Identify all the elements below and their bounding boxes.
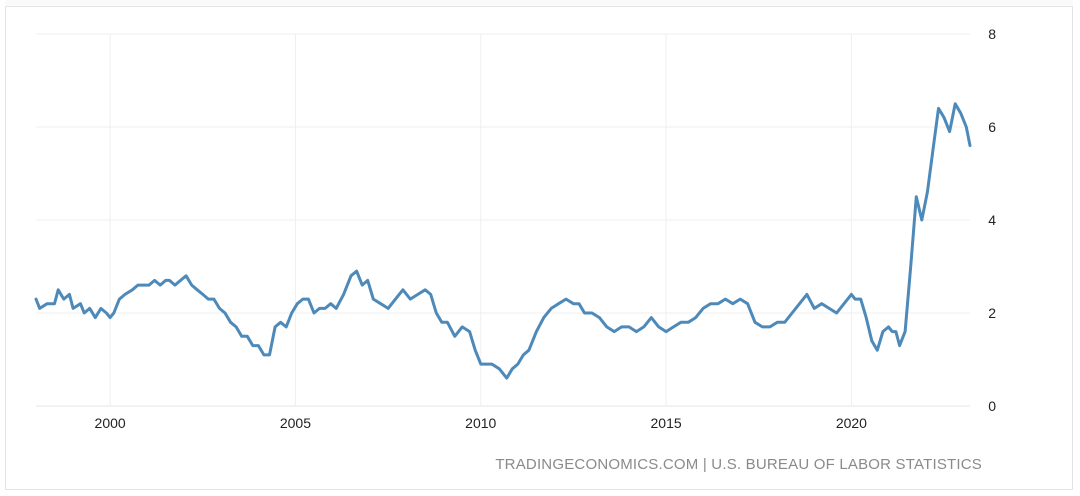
y-tick-label: 8: [988, 26, 996, 42]
top-strip: [5, 0, 1073, 7]
y-tick-label: 0: [988, 398, 996, 414]
x-tick-label: 2005: [280, 415, 311, 431]
series-line: [34, 102, 972, 380]
y-tick-label: 2: [988, 305, 996, 321]
x-tick-label: 2000: [95, 415, 126, 431]
source-attribution: TRADINGECONOMICS.COM | U.S. BUREAU OF LA…: [495, 456, 982, 473]
x-tick-label: 2015: [651, 415, 682, 431]
y-tick-label: 6: [988, 119, 996, 135]
x-tick-label: 2020: [836, 415, 867, 431]
y-tick-label: 4: [988, 212, 996, 228]
chart-container: [5, 0, 1073, 490]
x-tick-label: 2010: [465, 415, 496, 431]
